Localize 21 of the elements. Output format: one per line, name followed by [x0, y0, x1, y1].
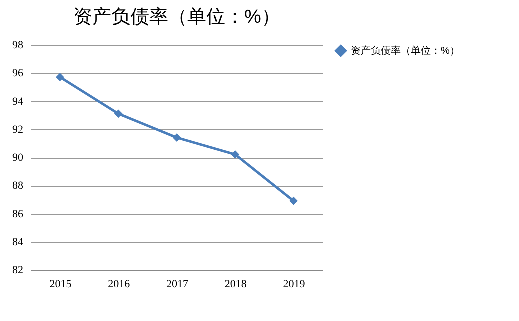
y-tick-label: 90	[12, 152, 24, 164]
x-tick-label: 2015	[50, 278, 72, 290]
y-tick-label: 84	[12, 236, 24, 248]
point	[172, 134, 182, 142]
y-tick-label: 82	[12, 264, 24, 276]
y-tick-label: 86	[12, 208, 24, 220]
x-tick-label: 2018	[224, 278, 248, 290]
y-tick-label: 88	[12, 180, 24, 192]
y-tick-label: 92	[12, 124, 24, 136]
y-tick-label: 98	[12, 40, 24, 52]
x-tick-label: 2019	[283, 278, 306, 290]
x-tick-label: 2016	[108, 278, 131, 290]
point	[114, 110, 123, 118]
point	[290, 196, 298, 206]
y-tick-label: 94	[12, 96, 24, 108]
point	[56, 73, 64, 82]
chart-title: 资产负债率（单位：%）	[74, 6, 280, 28]
x-tick-label: 2017	[166, 278, 189, 290]
point	[231, 150, 240, 159]
legend-label: 资产负债率（单位：%）	[351, 45, 460, 57]
y-tick-label: 96	[12, 68, 24, 80]
